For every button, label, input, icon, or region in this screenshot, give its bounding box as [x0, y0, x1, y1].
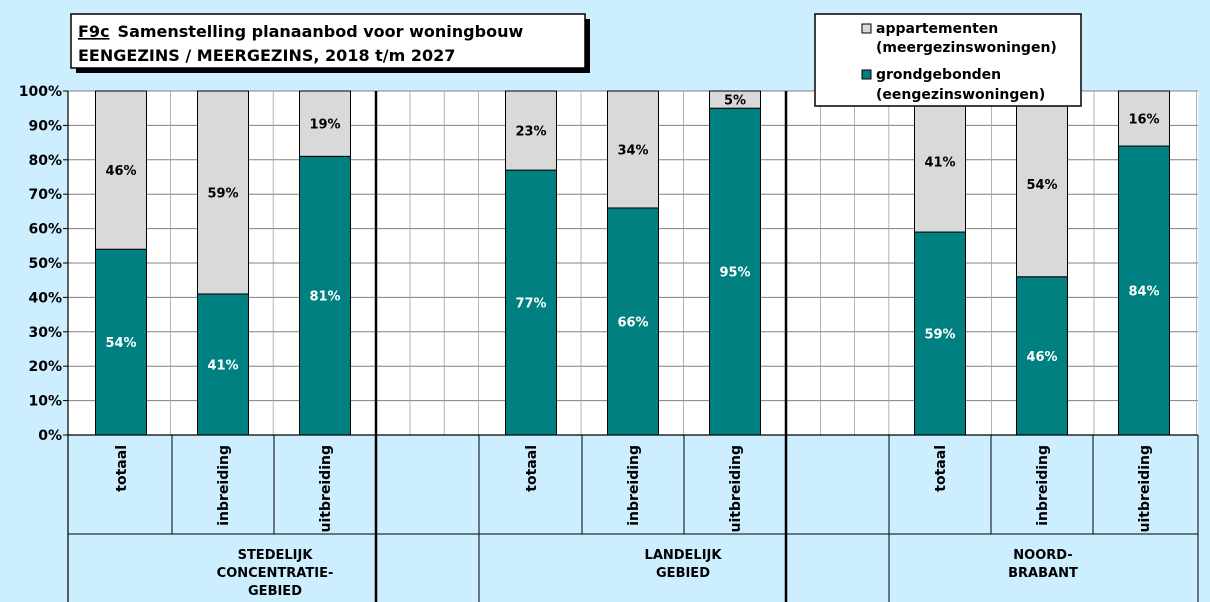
category-label: uitbreiding	[318, 445, 334, 533]
title-line-1: Samenstelling planaanbod voor woningbouw	[118, 22, 524, 41]
y-tick-label: 60%	[28, 222, 62, 238]
bar-grondgebonden	[607, 207, 659, 436]
data-label-appartementen: 16%	[1128, 113, 1159, 128]
chart-title-box: F9c Samenstelling planaanbod voor woningb…	[70, 13, 590, 73]
bar-grondgebonden	[95, 248, 147, 436]
bar-appartementen	[914, 90, 966, 233]
category-label: inbreiding	[1035, 445, 1051, 526]
y-tick-label: 100%	[19, 84, 62, 100]
bar-appartementen	[299, 90, 351, 157]
bar-appartementen	[1016, 90, 1068, 278]
bar-grondgebonden	[914, 231, 966, 436]
legend-sublabel-appartementen: (meergezinswoningen)	[876, 40, 1057, 56]
title-line-2: EENGEZINS / MEERGEZINS, 2018 t/m 2027	[78, 46, 455, 65]
bar-appartementen	[607, 90, 659, 209]
data-label-grondgebonden: 46%	[1026, 350, 1057, 365]
bar-grondgebonden	[505, 169, 557, 436]
data-label-grondgebonden: 81%	[309, 290, 340, 305]
category-label: totaal	[114, 445, 130, 492]
group-label-line: NOORD-	[1013, 548, 1072, 563]
data-label-appartementen: 34%	[617, 143, 648, 158]
y-axis-tick-labels: 0% 10% 20% 30% 40% 50% 60% 70% 80% 90% 100%	[19, 84, 62, 444]
y-tick-label: 10%	[28, 394, 62, 410]
data-label-appartementen: 46%	[105, 164, 136, 179]
bar-appartementen	[505, 90, 557, 171]
y-tick-label: 40%	[28, 290, 62, 306]
data-label-appartementen: 23%	[515, 125, 546, 140]
category-label: uitbreiding	[1137, 445, 1153, 533]
y-tick-label: 70%	[28, 187, 62, 203]
group-label-line: CONCENTRATIE-	[217, 566, 334, 581]
category-label: uitbreiding	[728, 445, 744, 533]
legend-sublabel-grondgebonden: (eengezinswoningen)	[876, 87, 1045, 103]
data-label-grondgebonden: 41%	[207, 358, 238, 373]
category-label: totaal	[524, 445, 540, 492]
group-labels: STEDELIJK CONCENTRATIE- GEBIED LANDELIJK GEB…	[217, 548, 1078, 599]
group-label-line: GEBIED	[248, 584, 302, 599]
category-label: inbreiding	[216, 445, 232, 526]
data-labels: 54% 46% 41% 59% 81% 19% 77% 23% 66% 34% 95% 5% 59% 41…	[105, 94, 1159, 374]
category-labels: totaal inbreiding uitbreiding totaal inbreid…	[114, 445, 1153, 533]
bar-appartementen	[1118, 90, 1170, 147]
bar-grondgebonden	[1016, 276, 1068, 436]
data-label-appartementen: 54%	[1026, 178, 1057, 193]
data-label-appartementen: 41%	[924, 156, 955, 171]
legend-label-grondgebonden: grondgebonden	[876, 67, 1001, 83]
bar-grondgebonden	[197, 293, 249, 436]
bar-grondgebonden	[299, 155, 351, 436]
y-tick-label: 80%	[28, 153, 62, 169]
bar-appartementen	[709, 90, 761, 109]
category-label: inbreiding	[626, 445, 642, 526]
group-label-line: LANDELIJK	[645, 548, 723, 563]
legend-swatch-grondgebonden	[861, 69, 872, 80]
bar-appartementen	[197, 90, 249, 295]
group-label-line: GEBIED	[656, 566, 710, 581]
y-tick-label: 0%	[38, 428, 62, 444]
data-label-grondgebonden: 95%	[719, 266, 750, 281]
data-label-grondgebonden: 84%	[1128, 285, 1159, 300]
axes	[63, 90, 1199, 602]
data-label-appartementen: 5%	[724, 94, 746, 109]
group-label-line: STEDELIJK	[238, 548, 314, 563]
data-label-appartementen: 19%	[309, 118, 340, 133]
data-label-grondgebonden: 54%	[105, 336, 136, 351]
y-tick-label: 50%	[28, 256, 62, 272]
y-tick-label: 30%	[28, 325, 62, 341]
category-label: totaal	[933, 445, 949, 492]
legend: appartementen (meergezinswoningen) grond…	[814, 13, 1082, 107]
bar-appartementen	[95, 90, 147, 250]
data-label-grondgebonden: 59%	[924, 328, 955, 343]
y-tick-label: 20%	[28, 359, 62, 375]
legend-label-appartementen: appartementen	[876, 21, 998, 37]
y-tick-label: 90%	[28, 118, 62, 134]
bar-grondgebonden	[709, 107, 761, 436]
data-label-grondgebonden: 66%	[617, 315, 648, 330]
title-code: F9c	[78, 22, 110, 41]
group-label-line: BRABANT	[1008, 566, 1078, 581]
data-label-grondgebonden: 77%	[515, 297, 546, 312]
legend-swatch-appartementen	[861, 23, 872, 34]
data-label-appartementen: 59%	[207, 186, 238, 201]
